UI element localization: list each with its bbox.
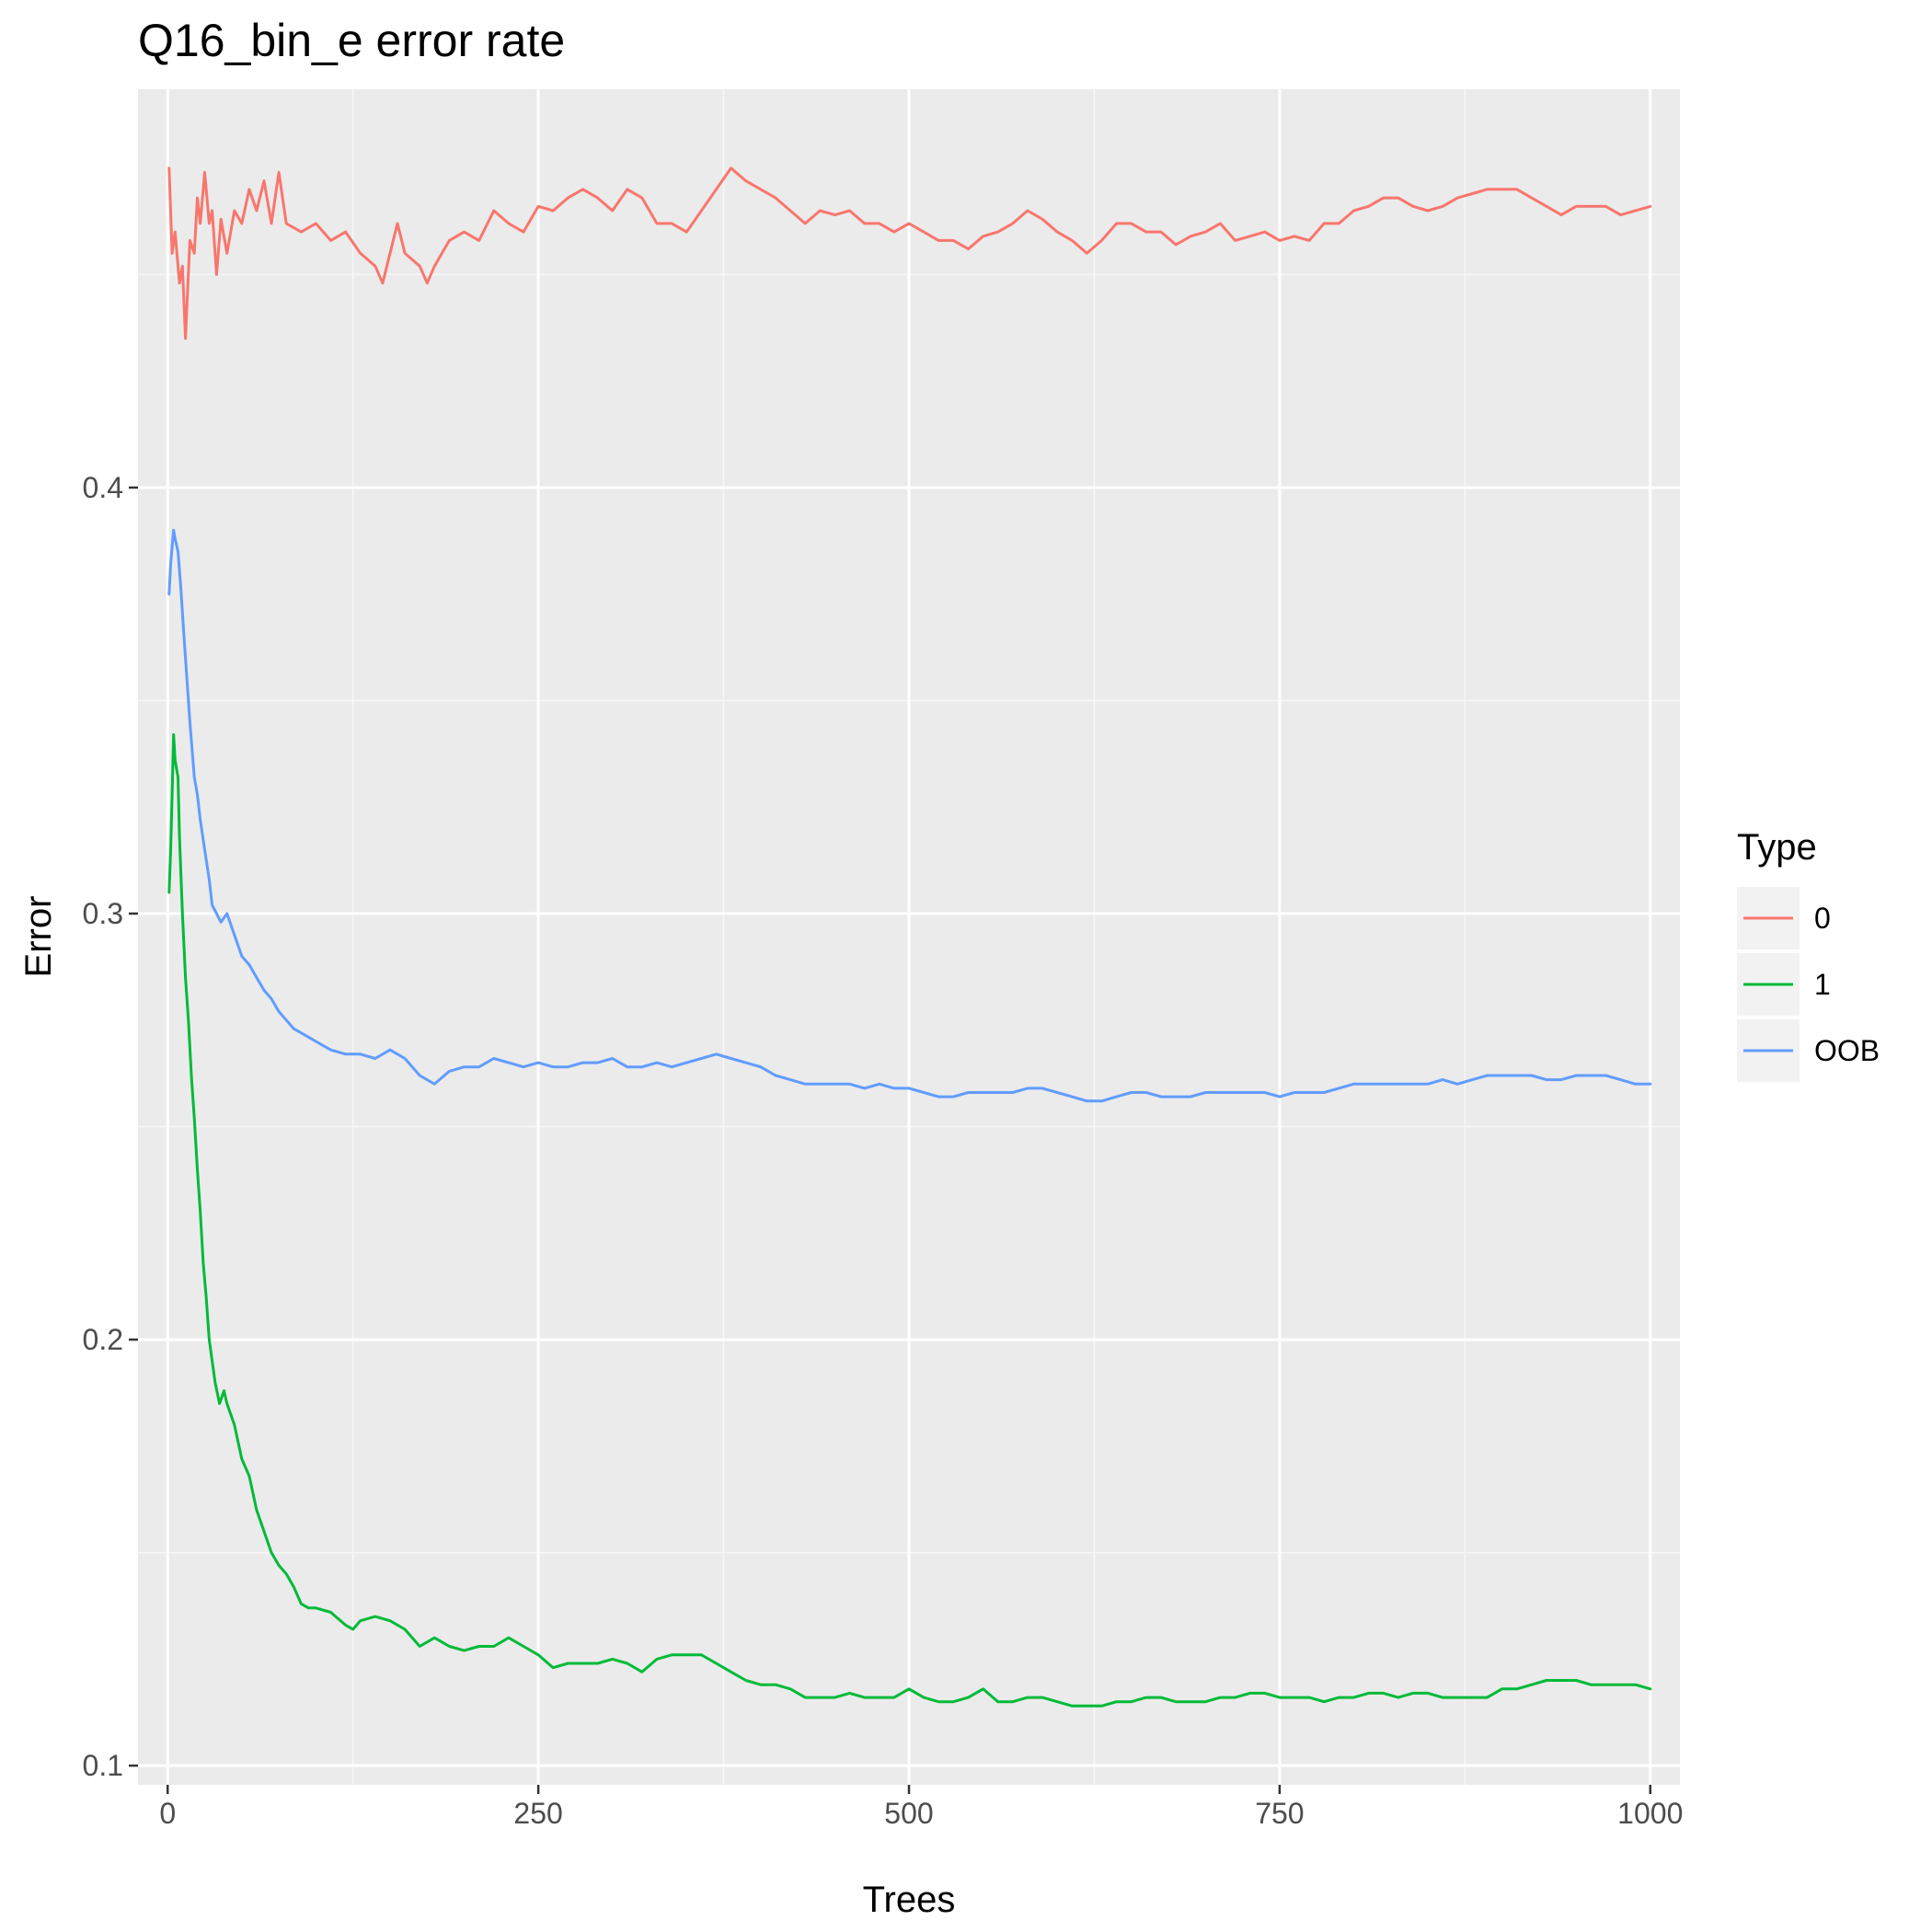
y-axis: 0.1 0.2 0.3 0.4 xyxy=(83,471,138,1782)
legend: Type 0 1 OOB xyxy=(1737,827,1880,1082)
x-tick-label: 750 xyxy=(1255,1797,1304,1830)
legend-title: Type xyxy=(1737,827,1817,868)
major-gridlines xyxy=(138,89,1680,1785)
series-lines xyxy=(167,167,1652,1708)
chart-title: Q16_bin_e error rate xyxy=(138,15,565,66)
y-tick-label: 0.4 xyxy=(83,471,123,504)
legend-label-1: 1 xyxy=(1814,968,1831,1001)
legend-label-0: 0 xyxy=(1814,902,1831,935)
series-line-1 xyxy=(167,733,1652,1708)
x-tick-label: 500 xyxy=(884,1797,933,1830)
legend-keys: 0 1 OOB xyxy=(1737,887,1880,1082)
x-axis: 0 250 500 750 1000 xyxy=(159,1785,1683,1830)
y-tick-label: 0.3 xyxy=(83,897,123,930)
x-tick-label: 0 xyxy=(159,1797,176,1830)
y-tick-label: 0.1 xyxy=(83,1749,123,1782)
x-tick-label: 250 xyxy=(513,1797,562,1830)
x-tick-label: 1000 xyxy=(1617,1797,1683,1830)
series-line-0 xyxy=(167,167,1652,340)
x-axis-title: Trees xyxy=(863,1880,956,1920)
y-axis-title: Error xyxy=(18,896,59,978)
series-line-oob xyxy=(167,528,1652,1103)
y-tick-label: 0.2 xyxy=(83,1323,123,1356)
legend-label-oob: OOB xyxy=(1814,1034,1880,1067)
